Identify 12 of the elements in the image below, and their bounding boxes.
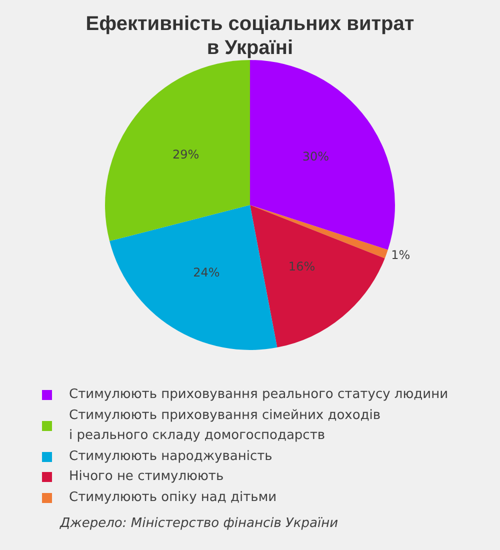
legend-label: Стимулюють приховування сімейних доходів і реального складу домогосподарств [69,406,381,445]
data-label: 29% [172,147,200,162]
legend-label: Стимулюють опіку над дітьми [69,488,277,506]
legend-label: Нічого не стимулюють [69,468,224,486]
text: Джерело: Міністерство фінансів України [60,516,338,531]
chart-title: Ефективність соціальних витрат в Україні [84,12,416,60]
data-label: 16% [288,260,316,274]
data-label: 30% [302,149,330,164]
legend-label: Стимулюють приховування реального статусу людини [69,386,448,404]
data-label: 1% [391,248,410,262]
legend-label: Стимулюють народжуваність [69,448,272,466]
data-label: 24% [193,266,220,280]
